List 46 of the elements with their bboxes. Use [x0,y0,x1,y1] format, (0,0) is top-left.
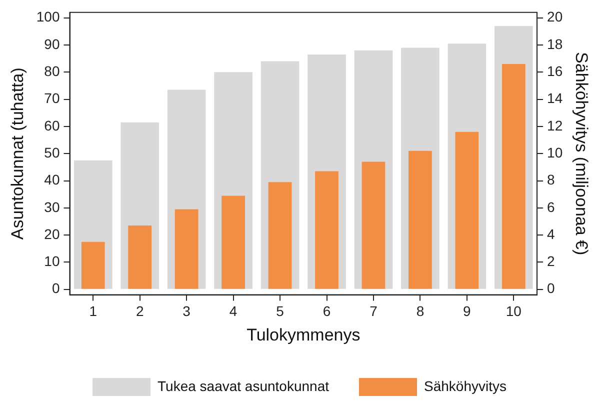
legend-label: Tukea saavat asuntokunnat [158,378,330,394]
y2-tick-label: 4 [547,226,556,242]
y-tick-label: 90 [44,36,60,52]
y-tick-label: 40 [44,172,60,188]
bar [455,132,479,289]
x-tick-label: 5 [276,303,284,320]
y-tick-label: 20 [44,226,60,242]
x-tick-label: 2 [136,303,144,320]
y2-tick-label: 6 [547,198,556,215]
x-tick-label: 8 [416,303,424,320]
bar [128,226,152,289]
y-tick-label: 10 [44,253,60,270]
y2-tick-label: 20 [547,8,563,25]
y2-tick-label: 0 [547,280,556,296]
y-tick-label: 70 [44,90,60,106]
x-tick-label: 1 [89,303,98,320]
y-tick-label: 30 [44,198,60,215]
y2-tick-label: 14 [547,90,563,106]
bar [315,171,338,289]
x-tick-label: 9 [463,303,472,320]
x-tick-label: 7 [370,303,378,320]
bar [222,196,245,289]
y-axis-title: Asuntokunnat (tuhatta) [8,68,27,240]
y2-tick-label: 12 [547,117,563,134]
x-tick-label: 3 [182,303,191,320]
y2-tick-label: 18 [547,36,563,52]
x-tick-label: 6 [322,303,331,320]
x-tick-label: 10 [506,303,522,320]
legend-label: Sähköhyvitys [424,378,506,394]
x-tick-label: 4 [229,303,238,320]
y2-tick-label: 10 [547,144,563,160]
bar [408,150,432,289]
y2-tick-label: 2 [547,253,556,270]
bar [81,242,105,289]
y-tick-label: 50 [44,144,60,160]
y2-axis-title: Sähköhyvitys (miljoonaa €) [572,52,592,256]
y-tick-label: 100 [36,8,60,25]
y2-tick-label: 8 [547,172,556,188]
x-axis-title: Tulokymmenys [246,325,360,344]
bar [174,209,198,289]
y2-tick-label: 16 [547,63,563,79]
y-tick-label: 0 [52,280,60,296]
y-tick-label: 80 [44,63,60,79]
y-tick-label: 60 [44,117,60,134]
bar [268,182,292,289]
bar [362,162,386,289]
